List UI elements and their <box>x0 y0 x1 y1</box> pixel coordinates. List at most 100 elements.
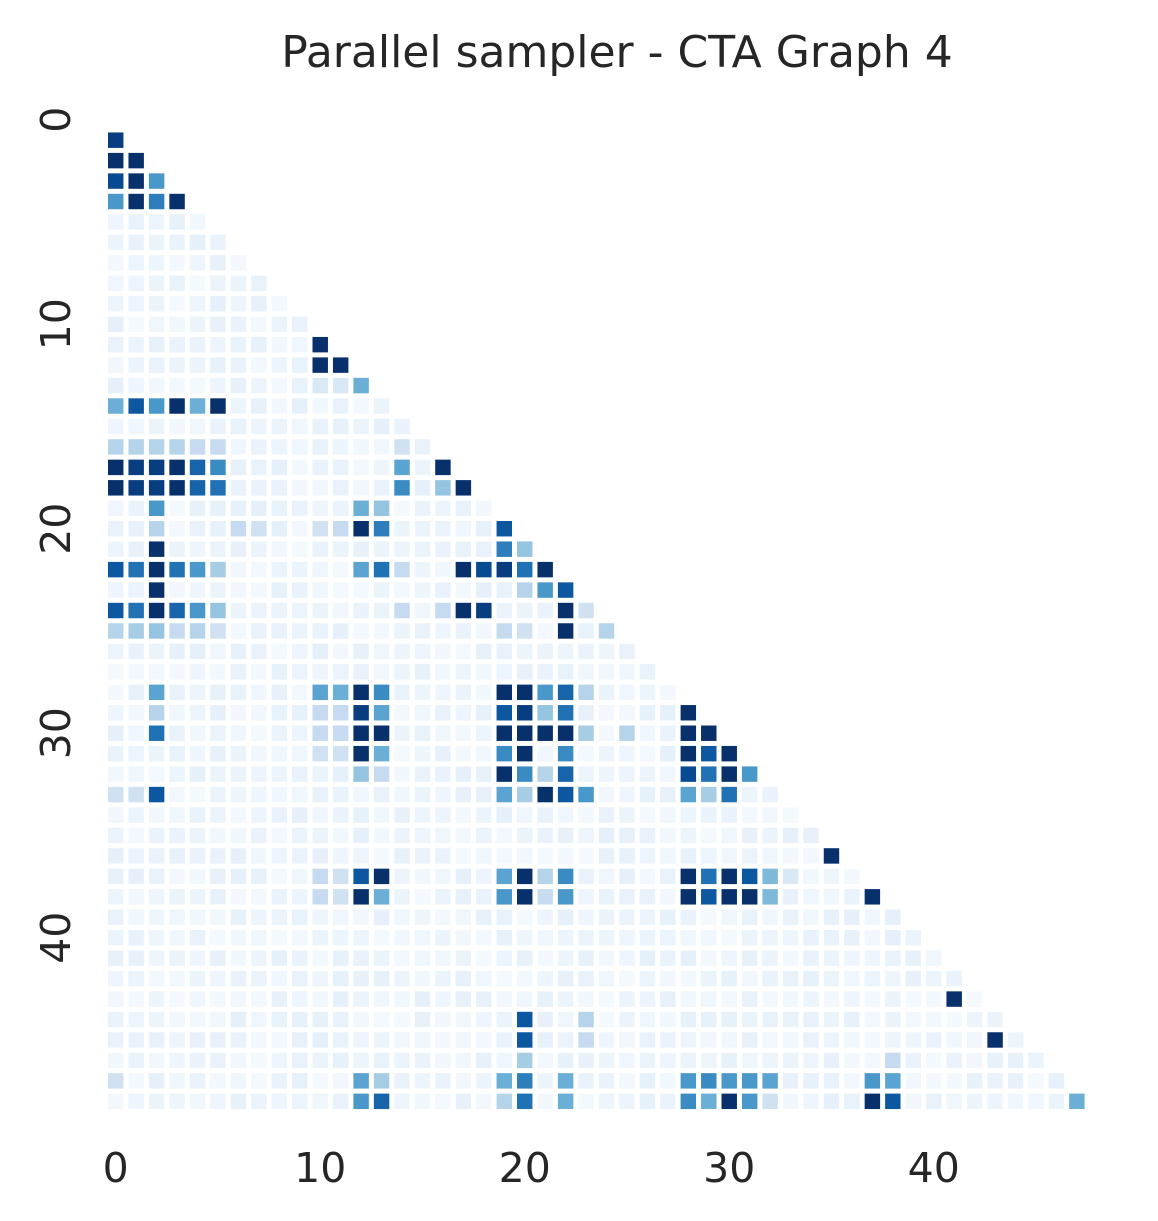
heatmap-cell-40-27 <box>660 930 676 946</box>
heatmap-cell-45-28 <box>680 1032 697 1048</box>
heatmap-cell-46-19 <box>496 1052 512 1069</box>
heatmap-cell-31-24 <box>598 745 615 762</box>
heatmap-cell-23-15 <box>414 582 431 598</box>
x-tick-label-30: 30 <box>703 1144 755 1192</box>
heatmap-cell-42-26 <box>639 970 656 987</box>
heatmap-cell-28-2 <box>148 684 165 701</box>
heatmap-cell-28-9 <box>292 684 308 701</box>
heatmap-cell-41-10 <box>312 950 328 966</box>
heatmap-cell-17-9 <box>292 459 308 476</box>
heatmap-cell-36-19 <box>496 848 512 864</box>
heatmap-cell-15-12 <box>353 418 369 435</box>
heatmap-cell-31-16 <box>435 745 451 762</box>
heatmap-cell-15-3 <box>169 418 185 435</box>
heatmap-cell-42-8 <box>271 970 288 987</box>
heatmap-cell-23-17 <box>455 582 472 598</box>
heatmap-cell-38-12 <box>353 889 369 905</box>
heatmap-cell-44-35 <box>823 1011 840 1028</box>
heatmap-cell-17-10 <box>312 459 328 476</box>
heatmap-cell-48-16 <box>435 1093 451 1110</box>
heatmap-cell-9-5 <box>210 296 226 312</box>
heatmap-cell-21-6 <box>230 541 247 557</box>
heatmap-cell-44-38 <box>885 1011 901 1028</box>
heatmap-cell-37-2 <box>148 868 165 885</box>
heatmap-cell-39-6 <box>230 909 247 925</box>
heatmap-cell-23-0 <box>108 582 124 598</box>
heatmap-cell-18-14 <box>394 480 410 496</box>
heatmap-cell-47-14 <box>394 1073 410 1089</box>
heatmap-cell-34-29 <box>701 807 717 823</box>
heatmap-cell-21-10 <box>312 541 328 557</box>
heatmap-cell-40-29 <box>701 930 717 946</box>
heatmap-cell-21-17 <box>455 541 472 557</box>
heatmap-cell-33-20 <box>517 786 533 803</box>
heatmap-cell-44-10 <box>312 1011 328 1028</box>
heatmap-cell-31-15 <box>414 745 431 762</box>
x-tick-label-40: 40 <box>908 1144 960 1192</box>
heatmap-cell-35-9 <box>292 827 308 844</box>
heatmap-cell-28-15 <box>414 684 431 701</box>
heatmap-cell-48-23 <box>578 1093 594 1110</box>
heatmap-cell-36-24 <box>598 848 615 864</box>
heatmap-cell-17-13 <box>373 459 390 476</box>
heatmap-cell-43-42 <box>966 991 983 1007</box>
heatmap-cell-34-13 <box>373 807 390 823</box>
heatmap-cell-30-18 <box>476 725 492 741</box>
heatmap-cell-39-33 <box>782 909 799 925</box>
heatmap-cell-22-14 <box>394 561 410 578</box>
heatmap-cell-19-4 <box>189 500 206 516</box>
heatmap-cell-31-10 <box>312 745 328 762</box>
heatmap-cell-43-38 <box>885 991 901 1007</box>
heatmap-cell-27-22 <box>557 664 574 680</box>
heatmap-cell-48-38 <box>885 1093 901 1110</box>
heatmap-cell-24-8 <box>271 602 288 619</box>
heatmap-cell-35-19 <box>496 827 512 844</box>
heatmap-cell-1-0 <box>108 132 124 148</box>
heatmap-cells <box>108 132 1085 1110</box>
heatmap-cell-16-11 <box>332 439 349 455</box>
heatmap-cell-20-15 <box>414 521 431 537</box>
heatmap-cell-12-3 <box>169 357 185 373</box>
heatmap-cell-28-18 <box>476 684 492 701</box>
heatmap-cell-21-2 <box>148 541 165 557</box>
heatmap-cell-12-6 <box>230 357 247 373</box>
heatmap-cell-36-6 <box>230 848 247 864</box>
heatmap-cell-37-17 <box>455 868 472 885</box>
heatmap-cell-13-0 <box>108 377 124 394</box>
heatmap-cell-47-10 <box>312 1073 328 1089</box>
heatmap-cell-37-11 <box>332 868 349 885</box>
heatmap-cell-39-12 <box>353 909 369 925</box>
heatmap-cell-37-22 <box>557 868 574 885</box>
heatmap-cell-10-0 <box>108 316 124 332</box>
heatmap-cell-42-37 <box>864 970 881 987</box>
heatmap-cell-29-12 <box>353 705 369 721</box>
heatmap-cell-33-24 <box>598 786 615 803</box>
heatmap-cell-32-29 <box>701 766 717 782</box>
heatmap-cell-47-26 <box>639 1073 656 1089</box>
heatmap-cell-27-15 <box>414 664 431 680</box>
heatmap-cell-17-5 <box>210 459 226 476</box>
heatmap-cell-46-26 <box>639 1052 656 1069</box>
heatmap-cell-43-41 <box>946 991 962 1007</box>
heatmap-cell-32-22 <box>557 766 574 782</box>
heatmap-cell-21-15 <box>414 541 431 557</box>
heatmap-cell-29-25 <box>619 705 635 721</box>
heatmap-cell-21-3 <box>169 541 185 557</box>
heatmap-cell-39-34 <box>803 909 819 925</box>
heatmap-cell-39-30 <box>721 909 737 925</box>
heatmap-cell-25-10 <box>312 623 328 639</box>
heatmap-cell-25-3 <box>169 623 185 639</box>
heatmap-cell-47-5 <box>210 1073 226 1089</box>
heatmap-cell-23-20 <box>517 582 533 598</box>
heatmap-cell-43-34 <box>803 991 819 1007</box>
heatmap-cell-43-39 <box>905 991 921 1007</box>
heatmap-cell-47-32 <box>762 1073 778 1089</box>
heatmap-cell-43-12 <box>353 991 369 1007</box>
heatmap-cell-15-8 <box>271 418 288 435</box>
heatmap-cell-11-4 <box>189 336 206 353</box>
heatmap-cell-27-2 <box>148 664 165 680</box>
heatmap-cell-22-16 <box>435 561 451 578</box>
heatmap-cell-38-4 <box>189 889 206 905</box>
heatmap-cell-39-15 <box>414 909 431 925</box>
heatmap-cell-18-15 <box>414 480 431 496</box>
